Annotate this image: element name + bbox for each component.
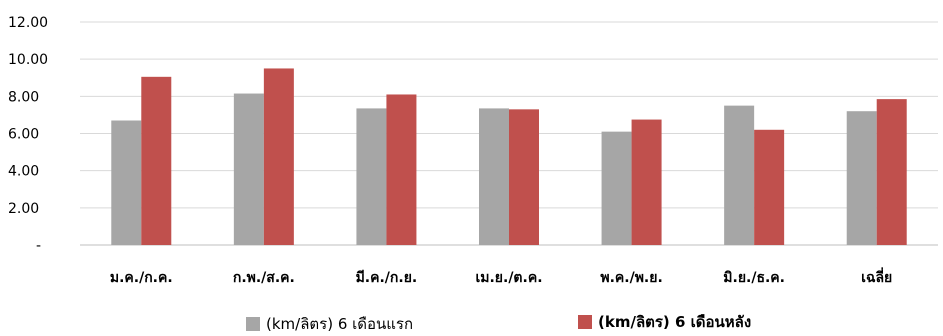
- legend-label-first-half: (km/ลิตร) 6 เดือนแรก: [266, 315, 414, 333]
- legend-swatch-second-half: [578, 315, 592, 329]
- x-category-label: มี.ค./ก.ย.: [356, 270, 418, 286]
- x-category-label: พ.ค./พ.ย.: [600, 270, 662, 286]
- bar-second-half: [876, 99, 907, 245]
- bar-first-half: [111, 120, 142, 245]
- bar-second-half: [509, 109, 539, 245]
- bar-first-half: [601, 131, 632, 245]
- x-category-label: มิ.ย./ธ.ค.: [723, 270, 785, 286]
- bar-first-half: [233, 93, 264, 245]
- y-tick-label: -: [36, 238, 41, 254]
- legend-item-first-half: (km/ลิตร) 6 เดือนแรก: [246, 312, 413, 336]
- bar-second-half: [263, 68, 294, 245]
- y-tick-label: 6.00: [8, 127, 39, 143]
- y-tick-label: 10.00: [8, 52, 48, 68]
- bar-second-half: [631, 119, 662, 245]
- x-category-label: เฉลี่ย: [861, 267, 892, 286]
- x-axis-category-labels: ม.ค./ก.ค. ก.พ./ส.ค. มี.ค./ก.ย. เม.ย./ต.ค. พ.…: [110, 267, 892, 286]
- bar-second-half: [386, 94, 417, 245]
- x-category-label: เม.ย./ต.ค.: [475, 270, 542, 286]
- x-category-label: ม.ค./ก.ค.: [110, 270, 173, 286]
- y-tick-label: 8.00: [8, 89, 39, 105]
- bar-first-half: [356, 108, 387, 245]
- bar-first-half: [479, 108, 509, 245]
- x-category-label: ก.พ./ส.ค.: [233, 270, 295, 286]
- bars: [111, 68, 907, 245]
- legend-label-second-half: (km/ลิตร) 6 เดือนหลัง: [598, 313, 752, 331]
- y-tick-label: 2.00: [8, 201, 39, 217]
- legend-swatch-first-half: [246, 317, 260, 331]
- legend-item-second-half: (km/ลิตร) 6 เดือนหลัง: [578, 310, 751, 334]
- bar-second-half: [141, 76, 172, 245]
- y-axis-tick-labels: - 2.00 4.00 6.00 8.00 10.00 12.00: [8, 15, 48, 254]
- bar-second-half: [754, 129, 785, 245]
- y-tick-label: 4.00: [8, 164, 39, 180]
- bar-first-half: [724, 105, 755, 245]
- bar-first-half: [846, 111, 877, 245]
- y-tick-label: 12.00: [8, 15, 48, 31]
